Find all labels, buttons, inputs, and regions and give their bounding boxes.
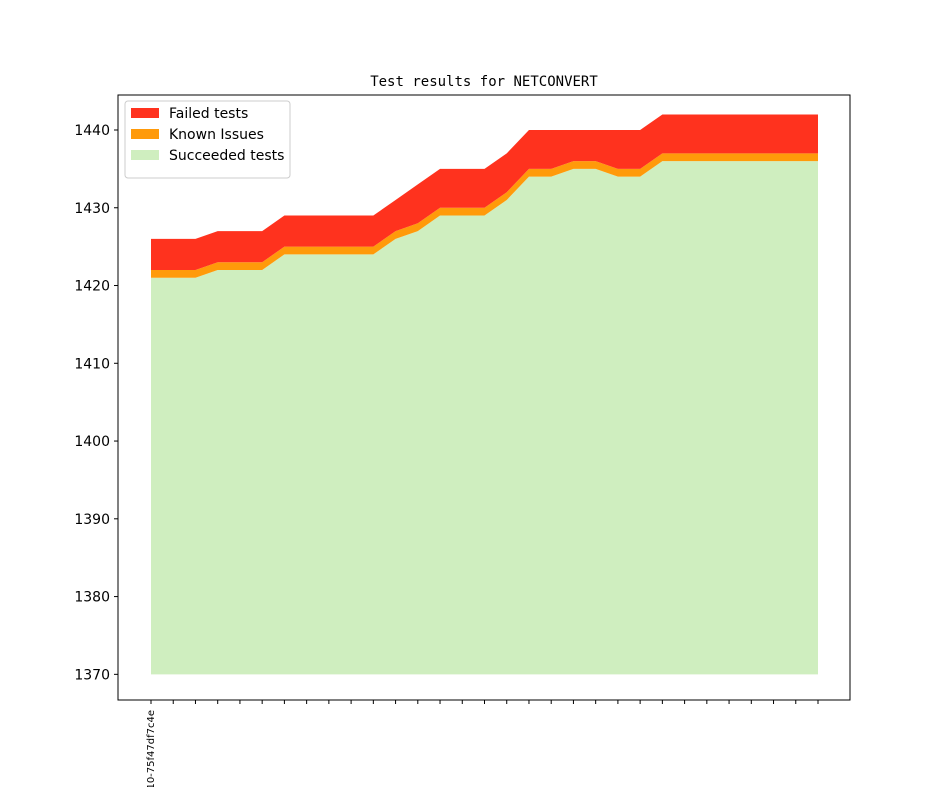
x-tick-label: 10-75f47df7c4e (146, 710, 157, 787)
y-tick-label: 1400 (74, 434, 110, 450)
chart-title: Test results for NETCONVERT (370, 74, 598, 90)
legend-label-failed-tests: Failed tests (169, 106, 248, 122)
y-tick-label: 1390 (74, 512, 110, 528)
y-tick-label: 1430 (74, 201, 110, 217)
legend-swatch-succeeded-tests (131, 150, 159, 160)
legend: Failed tests Known Issues Succeeded tests (124, 100, 291, 179)
legend-swatch-failed-tests (131, 108, 159, 118)
y-tick-label: 1410 (74, 356, 110, 372)
x-axis: 10-75f47df7c4e (146, 700, 819, 787)
y-tick-label: 1380 (74, 590, 110, 606)
legend-label-succeeded-tests: Succeeded tests (169, 148, 284, 164)
y-axis: 1370 1380 1390 1400 1410 1420 1430 1440 (74, 123, 118, 683)
area-failed-tests (151, 114, 818, 270)
plot-areas (151, 114, 818, 675)
legend-label-known-issues: Known Issues (169, 127, 264, 143)
y-tick-label: 1440 (74, 123, 110, 139)
area-succeeded-tests (151, 161, 818, 675)
area-known-issues (151, 153, 818, 278)
legend-box (124, 100, 291, 179)
y-tick-label: 1370 (74, 667, 110, 683)
legend-swatch-known-issues (131, 129, 159, 139)
y-tick-label: 1420 (74, 279, 110, 295)
